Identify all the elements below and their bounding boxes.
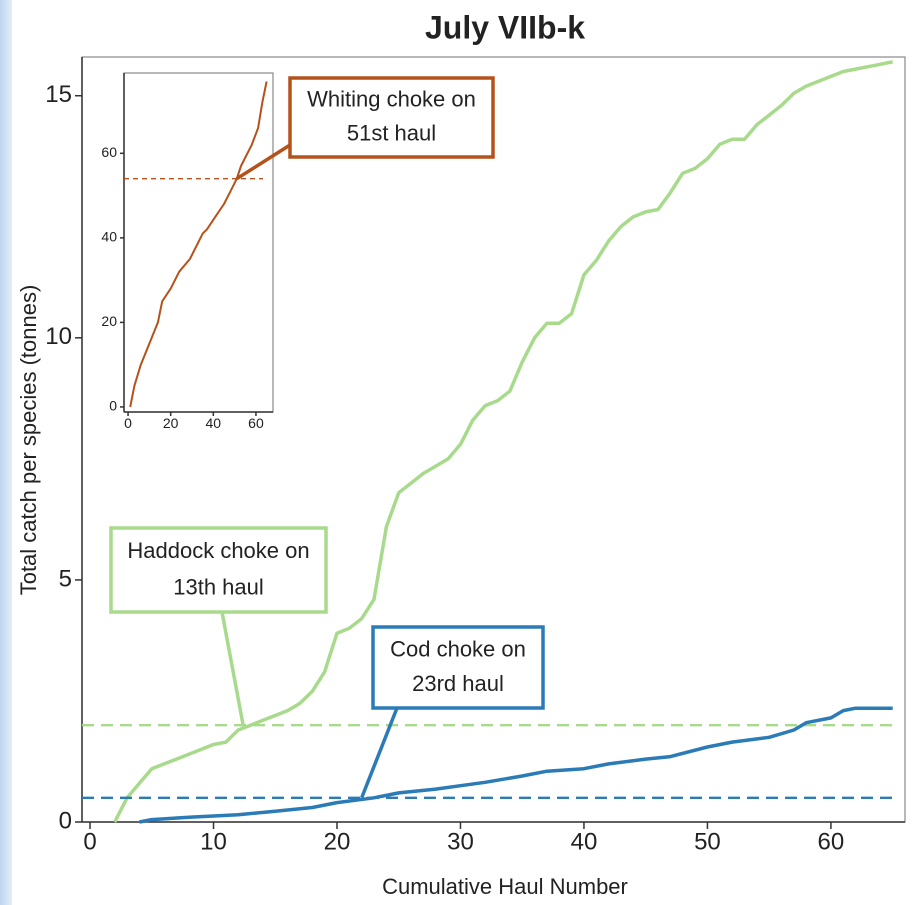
annotation-text: Whiting choke on	[307, 87, 476, 112]
data-line	[129, 81, 268, 408]
y-tick-label: 5	[59, 565, 72, 592]
annotation-box	[371, 625, 545, 710]
data-line	[139, 706, 893, 824]
annotation-connector	[220, 611, 245, 726]
x-tick-label: 50	[694, 829, 721, 856]
y-tick-label: 60	[101, 144, 117, 160]
annotation-box	[109, 526, 328, 614]
chart-title: July VIIb-k	[425, 9, 585, 45]
annotation-connector	[235, 143, 291, 181]
annotation-text: 13th haul	[173, 574, 264, 599]
annotation-connector	[360, 707, 399, 799]
y-axis-label: Total catch per species (tonnes)	[16, 285, 41, 596]
x-tick-label: 10	[200, 829, 227, 856]
annotation-text: 51st haul	[347, 121, 436, 146]
x-tick-label: 0	[124, 415, 132, 431]
edge-decoration	[0, 0, 12, 905]
annotation-text: Haddock choke on	[127, 538, 309, 563]
x-axis-label: Cumulative Haul Number	[382, 874, 628, 899]
x-tick-label: 20	[324, 829, 351, 856]
x-tick-label: 40	[206, 415, 222, 431]
plot-frame	[123, 72, 274, 413]
annotation-box	[288, 76, 495, 159]
y-tick-label: 0	[59, 807, 72, 834]
x-tick-label: 60	[248, 415, 264, 431]
annotation-text: 23rd haul	[412, 671, 504, 696]
y-tick-label: 40	[101, 229, 117, 245]
annotation-text: Cod choke on	[390, 636, 526, 661]
x-tick-label: 20	[163, 415, 179, 431]
y-tick-label: 20	[101, 313, 117, 329]
x-tick-label: 60	[818, 829, 845, 856]
y-tick-label: 0	[109, 398, 117, 414]
x-tick-label: 40	[571, 829, 598, 856]
x-tick-label: 30	[447, 829, 474, 856]
y-tick-label: 15	[45, 81, 72, 108]
x-tick-label: 0	[83, 829, 96, 856]
data-line	[113, 60, 894, 823]
y-tick-label: 10	[45, 323, 72, 350]
